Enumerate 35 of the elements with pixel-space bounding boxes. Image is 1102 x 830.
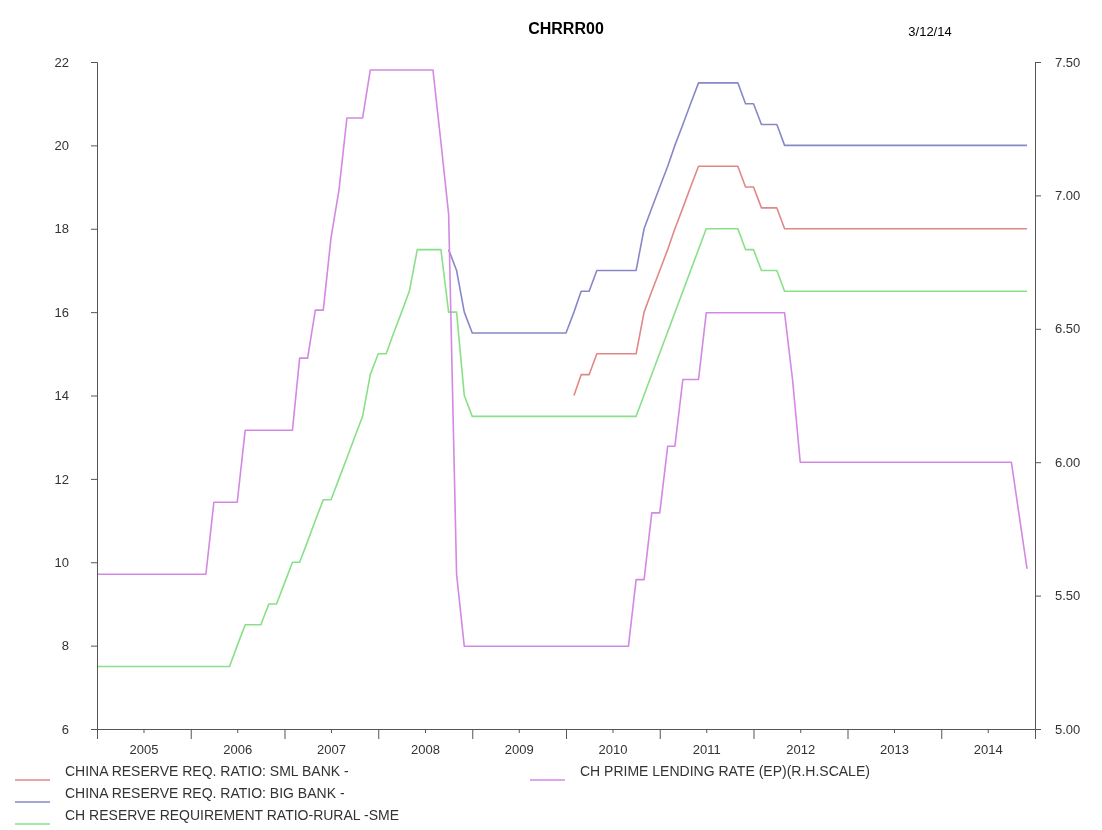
y-tick-label: 12 <box>54 471 69 487</box>
y2-tick-label: 5.50 <box>1055 588 1081 604</box>
line-series <box>573 165 1028 397</box>
y2-tick-label: 5.00 <box>1055 721 1081 737</box>
x-tick-label: 2010 <box>598 742 628 758</box>
x-tick-label: 2014 <box>973 742 1003 758</box>
x-tick-label: 2007 <box>317 742 346 758</box>
y-tick-label: 10 <box>54 554 69 570</box>
line-series <box>96 69 1028 648</box>
legend-label: CHINA RESERVE REQ. RATIO: SML BANK - <box>65 763 350 780</box>
line-series <box>447 82 1028 334</box>
y-tick-label: 16 <box>54 304 69 320</box>
y2-tick-label: 6.50 <box>1055 321 1081 337</box>
line-series <box>96 227 1028 668</box>
y-tick-label: 20 <box>54 138 69 154</box>
x-tick-label: 2006 <box>223 742 253 758</box>
x-tick-label: 2013 <box>880 742 909 758</box>
x-tick-label: 2011 <box>692 742 721 758</box>
x-tick-label: 2012 <box>786 742 816 758</box>
legend-label: CH RESERVE REQUIREMENT RATIO-RURAL -SME <box>65 807 399 824</box>
text: 3/12/14 <box>908 24 952 39</box>
y-tick-label: 18 <box>54 221 69 237</box>
legend-label: CH PRIME LENDING RATE (EP)(R.H.SCALE) <box>580 763 870 780</box>
y2-tick-label: 7.00 <box>1055 188 1081 204</box>
legend-label: CHINA RESERVE REQ. RATIO: BIG BANK - <box>65 785 345 802</box>
y2-tick-label: 6.00 <box>1055 454 1081 470</box>
x-tick-label: 2009 <box>504 742 534 758</box>
x-tick-label: 2008 <box>411 742 440 758</box>
chart-title: CHRRR00 <box>528 20 604 37</box>
y-tick-label: 14 <box>54 388 69 404</box>
y-tick-label: 6 <box>61 721 69 737</box>
y-tick-label: 22 <box>54 54 69 70</box>
y2-tick-label: 7.50 <box>1055 54 1081 70</box>
x-tick-label: 2005 <box>129 742 159 758</box>
y-tick-label: 8 <box>61 638 69 654</box>
